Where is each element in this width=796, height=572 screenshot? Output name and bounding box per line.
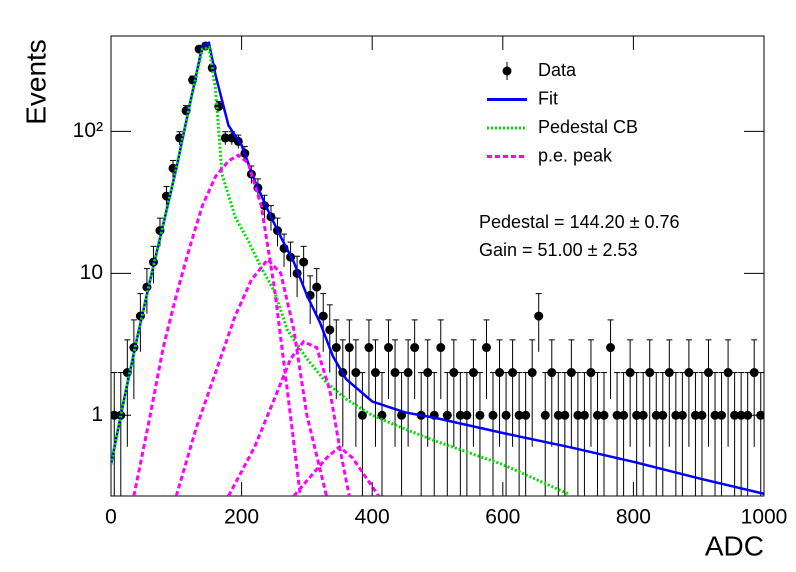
data-point <box>481 343 491 353</box>
x-tick-label: 400 <box>355 506 390 529</box>
annotation: Gain = 51.00 ± 2.53 <box>479 240 638 260</box>
data-point <box>612 410 622 420</box>
data-point <box>592 410 602 420</box>
data-point <box>501 410 511 420</box>
y-tick-label: 1 <box>91 403 103 426</box>
data-point <box>488 410 498 420</box>
data-point <box>619 410 629 420</box>
data-point <box>318 311 328 321</box>
data-point <box>638 410 648 420</box>
data-point <box>606 343 616 353</box>
data-point <box>736 410 746 420</box>
data-point <box>423 368 433 378</box>
data-point <box>658 410 668 420</box>
data-point <box>645 368 655 378</box>
data-point <box>521 410 531 420</box>
data-point <box>730 410 740 420</box>
data-point <box>351 368 361 378</box>
legend-label: p.e. peak <box>538 145 613 165</box>
data-point <box>436 343 446 353</box>
data-point <box>220 133 230 143</box>
legend-label: Pedestal CB <box>538 117 638 137</box>
data-point <box>403 368 413 378</box>
fit-curve <box>111 41 764 496</box>
data-point <box>508 368 518 378</box>
data-point <box>547 368 557 378</box>
data-point <box>527 368 537 378</box>
data-point <box>697 410 707 420</box>
data-point <box>462 410 472 420</box>
data-point <box>540 410 550 420</box>
data-point <box>560 410 570 420</box>
data-point <box>573 410 583 420</box>
data-point <box>625 368 635 378</box>
data-point <box>690 410 700 420</box>
data-point <box>299 257 309 267</box>
data-point <box>599 410 609 420</box>
data-point <box>468 368 478 378</box>
data-point <box>586 368 596 378</box>
data-point <box>410 343 420 353</box>
data-point <box>449 368 459 378</box>
data-point <box>717 410 727 420</box>
x-tick-label: 600 <box>485 506 520 529</box>
data-point <box>566 368 576 378</box>
x-tick-label: 200 <box>224 506 259 529</box>
data-point <box>514 410 524 420</box>
data-point <box>384 343 394 353</box>
data-point <box>312 282 322 292</box>
x-axis-title: ADC <box>705 530 764 561</box>
data-point <box>723 368 733 378</box>
data-point <box>632 410 642 420</box>
data-point <box>703 368 713 378</box>
data-point <box>357 410 367 420</box>
data-point <box>671 410 681 420</box>
fit-curve <box>132 153 380 496</box>
plot-frame <box>110 35 765 497</box>
data-point <box>495 368 505 378</box>
y-axis-title: Events <box>20 39 51 125</box>
data-point <box>370 368 380 378</box>
data-point <box>710 410 720 420</box>
data-point <box>364 343 374 353</box>
data-point <box>651 410 661 420</box>
x-tick-label: 1000 <box>741 506 788 529</box>
data-point <box>331 343 341 353</box>
x-tick-label: 800 <box>616 506 651 529</box>
data-point <box>749 368 759 378</box>
data-point <box>325 325 335 335</box>
data-point <box>377 410 387 420</box>
annotation: Pedestal = 144.20 ± 0.76 <box>479 212 680 232</box>
plot-area <box>111 41 764 496</box>
legend-label: Fit <box>538 88 558 108</box>
data-point <box>442 410 452 420</box>
x-tick-label: 0 <box>105 506 117 529</box>
y-tick-label: 10² <box>73 119 103 142</box>
data-point <box>534 311 544 321</box>
data-point <box>390 368 400 378</box>
data-point <box>684 368 694 378</box>
data-point <box>455 410 465 420</box>
data-point <box>475 410 485 420</box>
data-point <box>553 410 563 420</box>
fit-curve <box>111 45 569 496</box>
data-point <box>664 368 674 378</box>
legend-symbol <box>502 66 512 76</box>
data-point <box>344 343 354 353</box>
y-tick-label: 10 <box>80 261 103 284</box>
legend-label: Data <box>538 60 577 80</box>
data-point <box>677 410 687 420</box>
data-point <box>579 410 589 420</box>
